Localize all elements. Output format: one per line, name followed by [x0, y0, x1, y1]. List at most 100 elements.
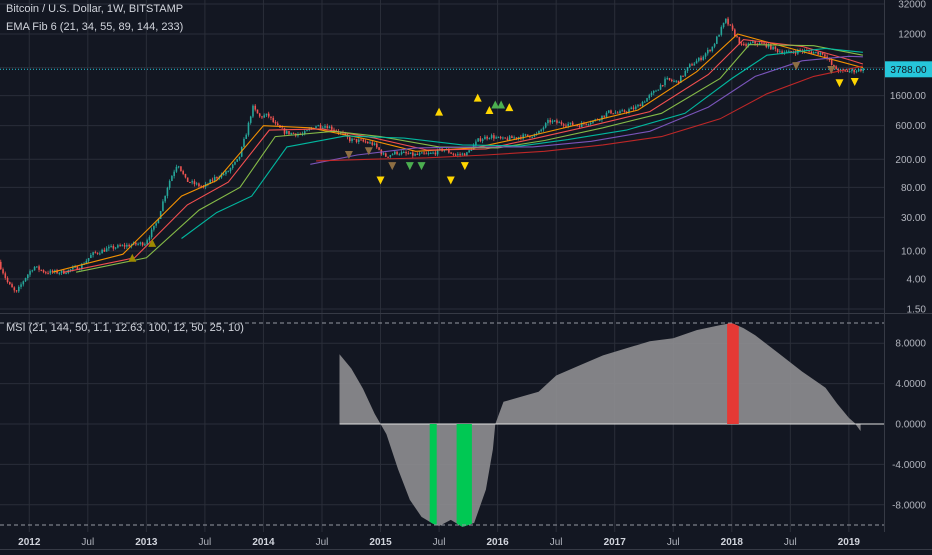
candle	[198, 183, 200, 187]
msi-tick-label: 0.0000	[895, 420, 926, 431]
last-price-label: 3788.00	[890, 65, 927, 76]
candle	[585, 123, 588, 125]
signal-marker	[128, 253, 137, 262]
candle	[709, 49, 711, 52]
candle	[29, 271, 31, 275]
price-tick-label: 600.00	[895, 121, 926, 132]
candle	[792, 52, 795, 54]
price-pane	[0, 16, 884, 293]
msi-tick-label: 8.0000	[895, 339, 926, 350]
candle	[436, 149, 439, 155]
candle	[538, 130, 540, 134]
candle	[45, 272, 47, 274]
candle	[385, 153, 387, 157]
candle	[173, 171, 175, 177]
candle	[252, 105, 254, 117]
x-tick-label: Jul	[433, 537, 446, 548]
ema-233-line	[316, 65, 864, 162]
candle	[810, 51, 813, 54]
candle	[121, 245, 124, 247]
candle	[123, 245, 126, 247]
candle	[716, 36, 718, 44]
candle	[666, 78, 669, 80]
symbol-title[interactable]: Bitcoin / U.S. Dollar, 1W, BITSTAMP	[6, 3, 184, 15]
candle	[641, 102, 644, 107]
candle	[657, 89, 660, 91]
candle	[718, 34, 720, 37]
candle	[126, 244, 128, 247]
candle	[772, 46, 774, 50]
candle	[603, 115, 606, 117]
candle	[439, 148, 441, 150]
candle	[254, 105, 257, 110]
candle	[713, 43, 716, 47]
candle	[848, 71, 851, 73]
candle	[677, 80, 680, 83]
signal-marker	[344, 151, 353, 160]
candle	[114, 247, 117, 249]
candle	[558, 122, 561, 124]
candles	[0, 16, 864, 293]
candle	[258, 113, 261, 117]
msi-highlight-green	[456, 424, 472, 527]
candle	[283, 128, 286, 134]
candle	[756, 43, 759, 45]
x-tick-label: 2013	[135, 537, 158, 548]
ema-legend[interactable]: EMA Fib 6 (21, 34, 55, 89, 144, 233)	[6, 21, 184, 33]
candle	[40, 269, 43, 271]
candle	[734, 29, 736, 37]
candle	[369, 142, 371, 144]
candle	[200, 186, 202, 188]
candle	[508, 136, 511, 141]
candle	[351, 138, 353, 142]
signal-marker	[435, 107, 444, 116]
candle	[265, 113, 268, 116]
candle	[319, 125, 322, 128]
x-tick-label: 2016	[486, 537, 509, 548]
candle	[430, 153, 432, 155]
candle	[736, 36, 738, 38]
price-tick-label: 1600.00	[890, 91, 927, 102]
candle	[720, 27, 723, 35]
candle	[272, 117, 275, 123]
candle	[646, 98, 648, 102]
x-tick-label: Jul	[81, 537, 94, 548]
candle	[587, 124, 590, 126]
candle	[74, 266, 76, 268]
ema-34-line	[64, 39, 864, 273]
candle	[470, 149, 473, 151]
candle	[542, 127, 545, 130]
candle	[689, 64, 691, 68]
candle	[668, 78, 671, 80]
price-tick-label: 32000	[898, 0, 926, 11]
candle	[213, 176, 216, 181]
signal-marker	[485, 106, 494, 115]
candle	[562, 124, 565, 126]
candle	[556, 120, 558, 123]
candle	[396, 151, 398, 155]
candle	[497, 136, 500, 138]
msi-legend[interactable]: MSI (21, 144, 50, 1.1, 12.63, 100, 12, 5…	[6, 322, 244, 334]
candle	[452, 153, 455, 155]
candle	[589, 122, 592, 125]
candle	[243, 138, 245, 147]
signal-marker	[505, 103, 514, 112]
candle	[614, 112, 617, 114]
candle	[47, 272, 49, 274]
signal-marker	[827, 66, 836, 75]
candle	[18, 286, 20, 292]
candle	[637, 104, 639, 107]
candle	[502, 137, 504, 139]
candle	[779, 51, 781, 53]
candle	[94, 252, 97, 254]
candle	[367, 142, 369, 144]
candle	[862, 68, 864, 72]
candle	[333, 129, 335, 131]
candle	[423, 152, 425, 154]
candle	[349, 137, 351, 142]
price-tick-label: 10.00	[901, 246, 926, 257]
candle	[517, 137, 520, 139]
candle	[56, 270, 58, 274]
candle	[27, 274, 29, 279]
